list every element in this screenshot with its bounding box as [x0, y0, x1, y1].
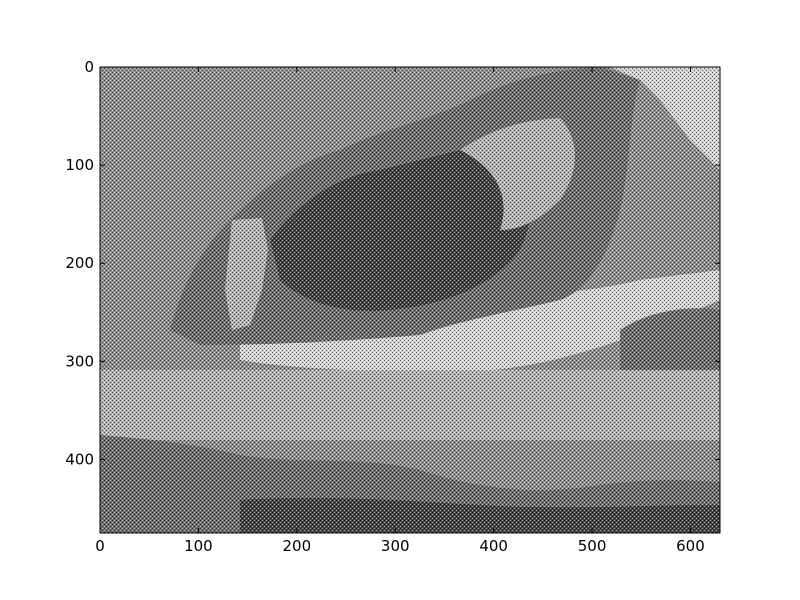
y-tick-label: 200 — [65, 254, 94, 272]
y-axis: 0 100 200 300 400 — [65, 58, 720, 468]
x-tick-label: 200 — [283, 537, 312, 555]
x-tick-label: 400 — [479, 537, 508, 555]
x-tick-label: 0 — [95, 537, 105, 555]
y-tick-label: 300 — [65, 352, 94, 370]
x-tick-label: 600 — [676, 537, 705, 555]
y-tick-label: 0 — [84, 58, 94, 76]
heatmap-image — [100, 67, 720, 533]
x-axis: 0 100 200 300 400 500 600 — [95, 67, 705, 555]
axes-frame — [99, 66, 721, 534]
y-tick-label: 100 — [65, 156, 94, 174]
x-tick-label: 100 — [184, 537, 213, 555]
dither-overlay — [100, 67, 720, 533]
x-tick-label: 500 — [578, 537, 607, 555]
x-tick-label: 300 — [381, 537, 410, 555]
y-tick-label: 400 — [65, 450, 94, 468]
